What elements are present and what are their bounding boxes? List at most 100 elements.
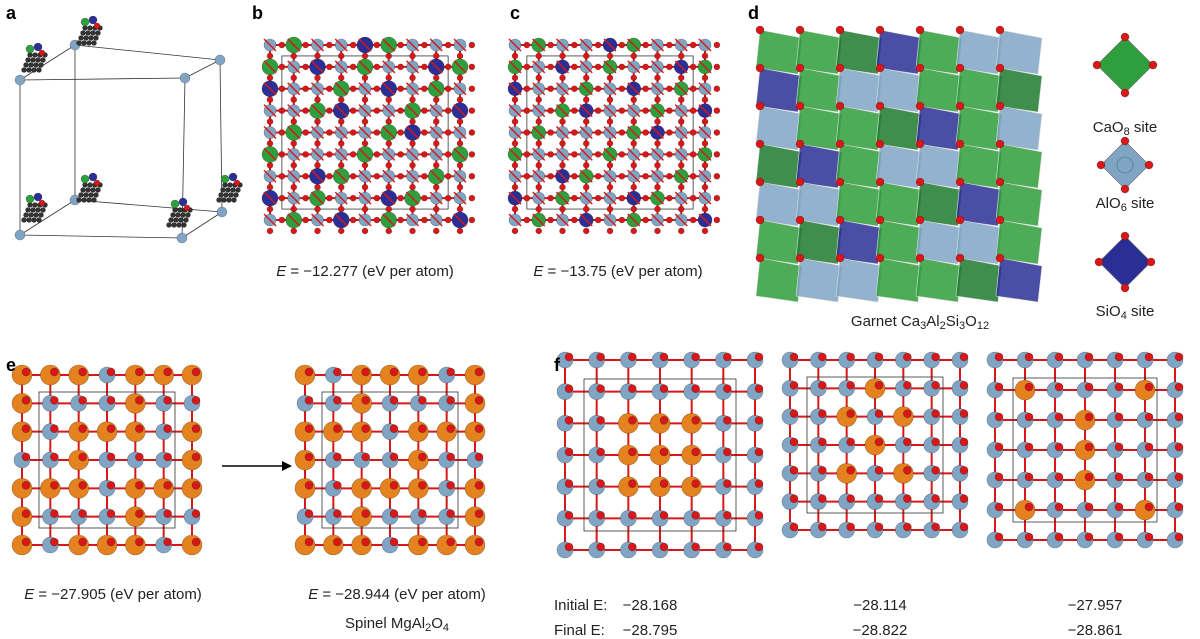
- atom: [654, 118, 661, 125]
- atom: [755, 253, 765, 263]
- atom: [389, 367, 399, 377]
- polyhedron: [915, 29, 963, 75]
- bond: [603, 125, 617, 140]
- atom: [21, 481, 31, 490]
- atom: [349, 129, 357, 136]
- atom: [571, 172, 578, 180]
- bond: [508, 104, 522, 118]
- atom: [571, 216, 578, 224]
- bond: [698, 169, 712, 183]
- atom: [596, 511, 605, 520]
- atom: [50, 452, 59, 462]
- atom: [755, 215, 765, 225]
- atom: [955, 101, 965, 111]
- atom: [994, 352, 1004, 362]
- atom: [432, 227, 440, 235]
- atom: [333, 396, 342, 405]
- atom: [915, 253, 925, 263]
- atom: [88, 15, 98, 25]
- bond: [650, 147, 665, 161]
- atom: [606, 96, 614, 103]
- bond: [19, 199, 76, 236]
- bond: [579, 38, 593, 52]
- atom: [875, 139, 885, 149]
- atom: [91, 197, 97, 203]
- polyhedron: [795, 67, 843, 113]
- atom: [1084, 352, 1094, 362]
- atom: [754, 352, 764, 362]
- atom: [233, 192, 239, 198]
- formula-text: CaO: [1093, 119, 1124, 136]
- panel-label: d: [748, 3, 759, 23]
- atom: [474, 509, 484, 518]
- bond: [382, 169, 396, 183]
- atom: [754, 479, 764, 488]
- formula-text: site: [1127, 195, 1155, 212]
- atom: [571, 85, 578, 93]
- atom: [21, 452, 31, 462]
- atom: [191, 367, 201, 377]
- atom: [474, 452, 484, 462]
- panel-label: e: [6, 355, 16, 375]
- bond: [287, 169, 301, 183]
- atom: [931, 352, 940, 362]
- atom: [87, 182, 93, 188]
- atom: [594, 172, 602, 180]
- atom: [559, 74, 566, 82]
- atom: [789, 409, 799, 418]
- atom: [290, 205, 298, 213]
- bond: [358, 191, 372, 205]
- atom: [606, 52, 614, 60]
- atom: [535, 74, 543, 82]
- atom: [691, 352, 700, 362]
- polyhedron: [875, 143, 923, 189]
- atom: [179, 72, 191, 84]
- atom: [418, 509, 427, 518]
- bond: [508, 38, 522, 52]
- atom: [409, 183, 416, 191]
- atom: [180, 212, 186, 218]
- bond: [508, 60, 522, 74]
- atom: [523, 172, 531, 180]
- atom: [701, 227, 709, 235]
- atom: [618, 194, 626, 202]
- atom: [630, 118, 638, 125]
- atom: [677, 162, 685, 169]
- bond: [263, 38, 277, 52]
- atom: [713, 41, 721, 49]
- atom: [418, 481, 427, 490]
- atom: [278, 194, 286, 202]
- bond: [698, 213, 712, 227]
- atom: [421, 151, 428, 158]
- atom: [628, 479, 637, 488]
- bond: [405, 191, 420, 205]
- atom: [333, 367, 342, 377]
- atom: [995, 101, 1005, 111]
- atom: [618, 107, 626, 114]
- atom: [723, 416, 732, 425]
- atom: [582, 96, 590, 103]
- atom: [1174, 382, 1184, 392]
- atom: [755, 101, 765, 111]
- atom: [278, 63, 286, 71]
- atom: [418, 537, 427, 547]
- atom: [228, 192, 234, 198]
- atom: [418, 424, 427, 433]
- atom: [723, 511, 732, 520]
- atom: [444, 41, 452, 49]
- atom: [314, 227, 321, 235]
- legend-label: SiO4 site: [1096, 303, 1155, 322]
- bond: [405, 213, 420, 227]
- atom: [547, 41, 554, 49]
- bond: [334, 191, 348, 205]
- atom: [1120, 231, 1130, 241]
- atom: [225, 187, 231, 193]
- atom: [33, 212, 39, 218]
- atom: [582, 118, 590, 125]
- atom: [511, 140, 519, 147]
- atom: [50, 481, 59, 490]
- atom: [38, 212, 44, 218]
- atom: [373, 151, 381, 158]
- atom: [468, 63, 476, 71]
- atom: [789, 466, 799, 475]
